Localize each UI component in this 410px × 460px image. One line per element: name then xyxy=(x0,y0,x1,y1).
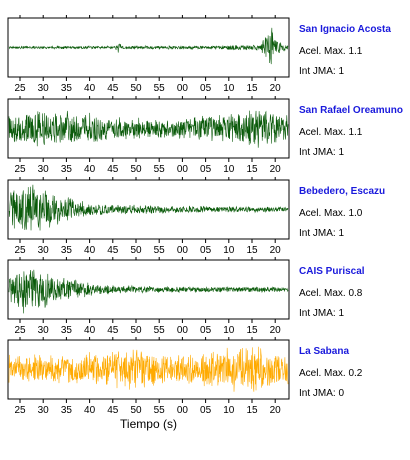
x-tick-label: 15 xyxy=(246,405,258,416)
x-tick-label: 25 xyxy=(14,245,26,256)
station-name: CAIS Puriscal xyxy=(299,266,365,277)
x-tick-label: 55 xyxy=(154,164,166,175)
waveform-trace xyxy=(8,269,289,314)
x-tick-label: 45 xyxy=(107,245,119,256)
x-tick-label: 10 xyxy=(223,325,235,336)
x-tick-label: 30 xyxy=(38,245,50,256)
x-tick-label: 20 xyxy=(270,83,282,94)
station-name: San Rafael Oreamuno xyxy=(299,105,403,116)
jma-intensity-label: Int JMA: 1 xyxy=(299,66,344,77)
x-tick-label: 35 xyxy=(61,325,73,336)
x-tick-label: 15 xyxy=(246,164,258,175)
max-accel-label: Acel. Max. 0.8 xyxy=(299,288,363,299)
x-tick-label: 10 xyxy=(223,245,235,256)
x-tick-label: 10 xyxy=(223,164,235,175)
x-tick-label: 30 xyxy=(38,325,50,336)
x-tick-label: 00 xyxy=(177,405,189,416)
x-tick-label: 30 xyxy=(38,164,50,175)
x-tick-label: 10 xyxy=(223,405,235,416)
x-tick-label: 50 xyxy=(130,245,142,256)
x-tick-label: 50 xyxy=(130,405,142,416)
x-tick-label: 00 xyxy=(177,325,189,336)
x-tick-label: 35 xyxy=(61,83,73,94)
max-accel-label: Acel. Max. 1.1 xyxy=(299,127,363,138)
x-tick-label: 20 xyxy=(270,325,282,336)
x-tick-label: 05 xyxy=(200,245,212,256)
x-tick-label: 25 xyxy=(14,405,26,416)
x-tick-label: 20 xyxy=(270,405,282,416)
x-tick-label: 15 xyxy=(246,325,258,336)
x-tick-label: 30 xyxy=(38,83,50,94)
max-accel-label: Acel. Max. 1.1 xyxy=(299,46,363,57)
x-tick-label: 50 xyxy=(130,325,142,336)
x-tick-label: 00 xyxy=(177,245,189,256)
x-tick-label: 15 xyxy=(246,83,258,94)
x-tick-label: 15 xyxy=(246,245,258,256)
x-tick-label: 10 xyxy=(223,83,235,94)
x-tick-label: 20 xyxy=(270,164,282,175)
x-tick-label: 35 xyxy=(61,405,73,416)
x-tick-label: 50 xyxy=(130,164,142,175)
waveform-trace xyxy=(8,184,289,231)
station-name: La Sabana xyxy=(299,346,349,357)
x-tick-label: 45 xyxy=(107,325,119,336)
x-axis-title: Tiempo (s) xyxy=(120,417,177,431)
x-tick-label: 00 xyxy=(177,164,189,175)
max-accel-label: Acel. Max. 0.2 xyxy=(299,368,363,379)
jma-intensity-label: Int JMA: 1 xyxy=(299,147,344,158)
x-tick-label: 40 xyxy=(84,164,96,175)
x-tick-label: 50 xyxy=(130,83,142,94)
x-tick-label: 40 xyxy=(84,325,96,336)
x-tick-label: 45 xyxy=(107,405,119,416)
x-tick-label: 55 xyxy=(154,405,166,416)
x-tick-label: 55 xyxy=(154,325,166,336)
x-tick-label: 05 xyxy=(200,405,212,416)
x-tick-label: 25 xyxy=(14,325,26,336)
x-tick-label: 05 xyxy=(200,164,212,175)
x-tick-label: 25 xyxy=(14,83,26,94)
x-tick-label: 00 xyxy=(177,83,189,94)
x-tick-label: 45 xyxy=(107,164,119,175)
station-name: Bebedero, Escazu xyxy=(299,186,385,197)
max-accel-label: Acel. Max. 1.0 xyxy=(299,208,363,219)
station-name: San Ignacio Acosta xyxy=(299,24,391,35)
jma-intensity-label: Int JMA: 1 xyxy=(299,228,344,239)
x-tick-label: 20 xyxy=(270,245,282,256)
waveform-trace xyxy=(8,110,289,148)
x-tick-label: 25 xyxy=(14,164,26,175)
x-tick-label: 40 xyxy=(84,83,96,94)
jma-intensity-label: Int JMA: 0 xyxy=(299,388,344,399)
x-tick-label: 55 xyxy=(154,83,166,94)
x-tick-label: 40 xyxy=(84,245,96,256)
x-tick-label: 35 xyxy=(61,245,73,256)
x-tick-label: 05 xyxy=(200,325,212,336)
x-tick-label: 55 xyxy=(154,245,166,256)
x-tick-label: 35 xyxy=(61,164,73,175)
x-tick-label: 05 xyxy=(200,83,212,94)
x-tick-label: 40 xyxy=(84,405,96,416)
waveform-trace xyxy=(8,27,289,65)
waveform-trace xyxy=(8,346,289,392)
x-tick-label: 45 xyxy=(107,83,119,94)
jma-intensity-label: Int JMA: 1 xyxy=(299,308,344,319)
x-tick-label: 30 xyxy=(38,405,50,416)
